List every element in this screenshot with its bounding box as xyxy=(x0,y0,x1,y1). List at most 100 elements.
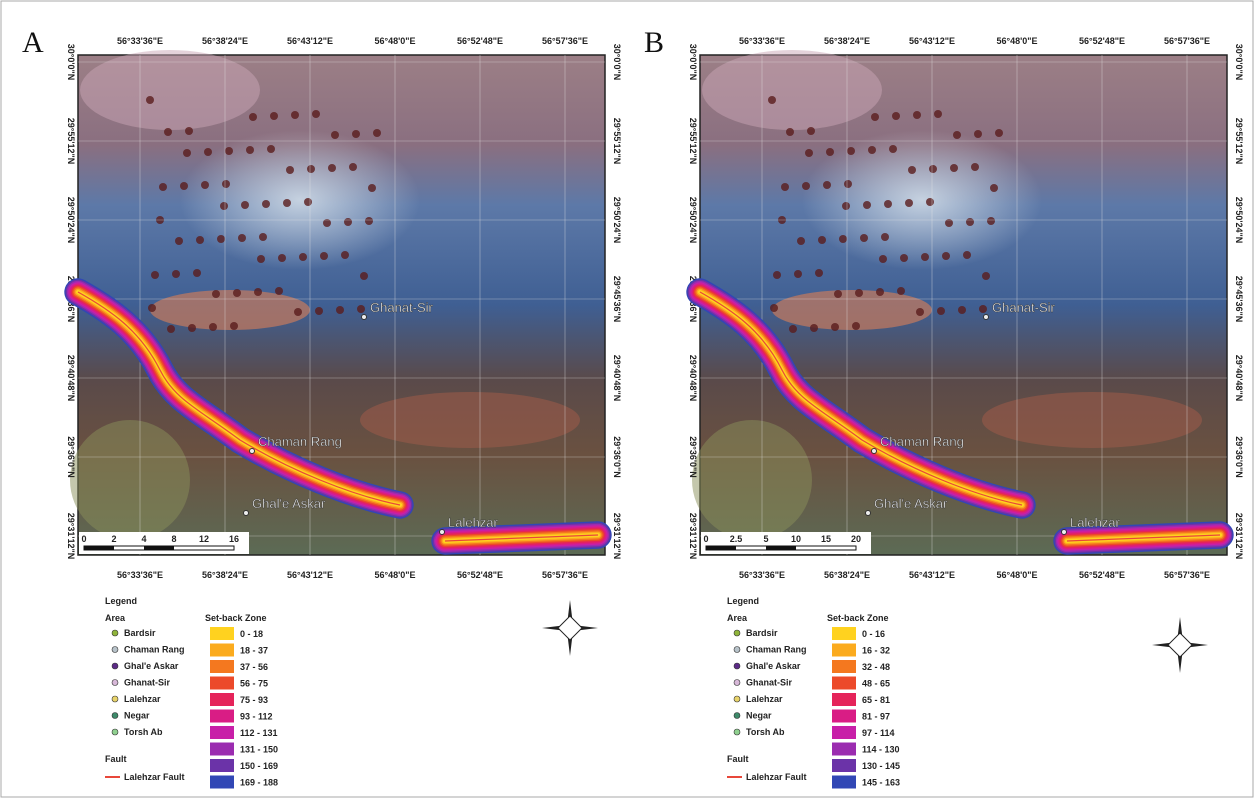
zone-swatch xyxy=(210,743,234,756)
settlement xyxy=(826,148,834,156)
zone-label: 145 - 163 xyxy=(862,778,900,788)
fault-label: Lalehzar Fault xyxy=(746,772,807,782)
settlement xyxy=(172,270,180,278)
x-coord-top: 56°33'36"E xyxy=(117,36,163,46)
y-coord-right: 29°36'0"N xyxy=(612,436,622,478)
settlement xyxy=(921,253,929,261)
settlement xyxy=(953,131,961,139)
y-coord-right: 29°31'12"N xyxy=(612,513,622,560)
settlement xyxy=(950,164,958,172)
settlement xyxy=(839,235,847,243)
area-symbol xyxy=(734,696,740,702)
y-coord-right: 29°45'36"N xyxy=(1234,276,1244,323)
terrain-red xyxy=(360,392,580,448)
settlement xyxy=(937,307,945,315)
place-label: Chaman Rang xyxy=(258,434,342,449)
zone-label: 18 - 37 xyxy=(240,646,268,656)
settlement xyxy=(971,163,979,171)
zone-title: Set-back Zone xyxy=(827,613,889,623)
north-arrow xyxy=(542,600,598,656)
settlement xyxy=(283,199,291,207)
x-coord-bottom: 56°38'24"E xyxy=(202,570,248,580)
zone-swatch xyxy=(832,644,856,657)
area-symbol xyxy=(734,713,740,719)
settlement xyxy=(860,234,868,242)
scale-bar-bg xyxy=(701,532,871,554)
settlement xyxy=(185,127,193,135)
area-label: Negar xyxy=(124,711,150,721)
terrain-green xyxy=(70,420,190,540)
settlement xyxy=(805,149,813,157)
zone-label: 48 - 65 xyxy=(862,679,890,689)
y-coord-left: 29°55'12"N xyxy=(66,118,76,165)
zone-swatch xyxy=(832,776,856,789)
y-coord-right: 29°50'24"N xyxy=(1234,197,1244,244)
x-coord-bottom: 56°52'48"E xyxy=(1079,570,1125,580)
zone-swatch xyxy=(210,726,234,739)
settlement xyxy=(810,324,818,332)
area-symbol xyxy=(112,696,118,702)
settlement xyxy=(365,217,373,225)
bright-area xyxy=(802,130,1042,270)
zone-label: 112 - 131 xyxy=(240,728,278,738)
settlement xyxy=(175,237,183,245)
settlement xyxy=(963,251,971,259)
zone-label: 130 - 145 xyxy=(862,761,900,771)
legend: LegendAreaBardsirChaman RangGhal'e Askar… xyxy=(105,596,278,789)
scale-bar-bg xyxy=(79,532,249,554)
settlement xyxy=(341,251,349,259)
scale-bar xyxy=(706,546,736,550)
settlement xyxy=(966,218,974,226)
settlement xyxy=(164,128,172,136)
settlement xyxy=(304,198,312,206)
y-coord-right: 29°36'0"N xyxy=(1234,436,1244,478)
settlement xyxy=(815,269,823,277)
zone-swatch xyxy=(210,660,234,673)
place-marker xyxy=(1062,530,1067,535)
settlement xyxy=(987,217,995,225)
fault-title: Fault xyxy=(105,754,127,764)
scale-label: 16 xyxy=(229,534,239,544)
place-marker xyxy=(866,511,871,516)
settlement xyxy=(879,255,887,263)
area-symbol xyxy=(734,630,740,636)
settlement xyxy=(908,166,916,174)
settlement xyxy=(331,131,339,139)
scale-label: 0 xyxy=(81,534,86,544)
settlement xyxy=(217,235,225,243)
place-marker xyxy=(872,449,877,454)
zone-title: Set-back Zone xyxy=(205,613,267,623)
settlement xyxy=(789,325,797,333)
zone-swatch xyxy=(832,660,856,673)
fault-label: Lalehzar Fault xyxy=(124,772,185,782)
settlement xyxy=(201,181,209,189)
settlement xyxy=(852,322,860,330)
place-marker xyxy=(984,315,989,320)
settlement xyxy=(834,290,842,298)
settlement xyxy=(209,323,217,331)
place-label: Ghal'e Askar xyxy=(874,496,948,511)
area-label: Ghal'e Askar xyxy=(746,661,801,671)
settlement xyxy=(368,184,376,192)
area-symbol xyxy=(112,630,118,636)
settlement xyxy=(889,145,897,153)
settlement xyxy=(294,308,302,316)
settlement xyxy=(807,127,815,135)
settlement xyxy=(249,113,257,121)
settlement xyxy=(196,236,204,244)
settlement xyxy=(770,304,778,312)
area-label: Bardsir xyxy=(124,628,156,638)
place-label: Lalehzar xyxy=(448,515,499,530)
area-label: Negar xyxy=(746,711,772,721)
x-coord-top: 56°43'12"E xyxy=(909,36,955,46)
scale-label: 15 xyxy=(821,534,831,544)
settlement xyxy=(286,166,294,174)
settlement xyxy=(278,254,286,262)
zone-swatch xyxy=(210,776,234,789)
x-coord-top: 56°38'24"E xyxy=(202,36,248,46)
settlement xyxy=(855,289,863,297)
area-label: Ghal'e Askar xyxy=(124,661,179,671)
zone-swatch xyxy=(832,693,856,706)
place-label: Chaman Rang xyxy=(880,434,964,449)
scale-bar xyxy=(144,546,174,550)
